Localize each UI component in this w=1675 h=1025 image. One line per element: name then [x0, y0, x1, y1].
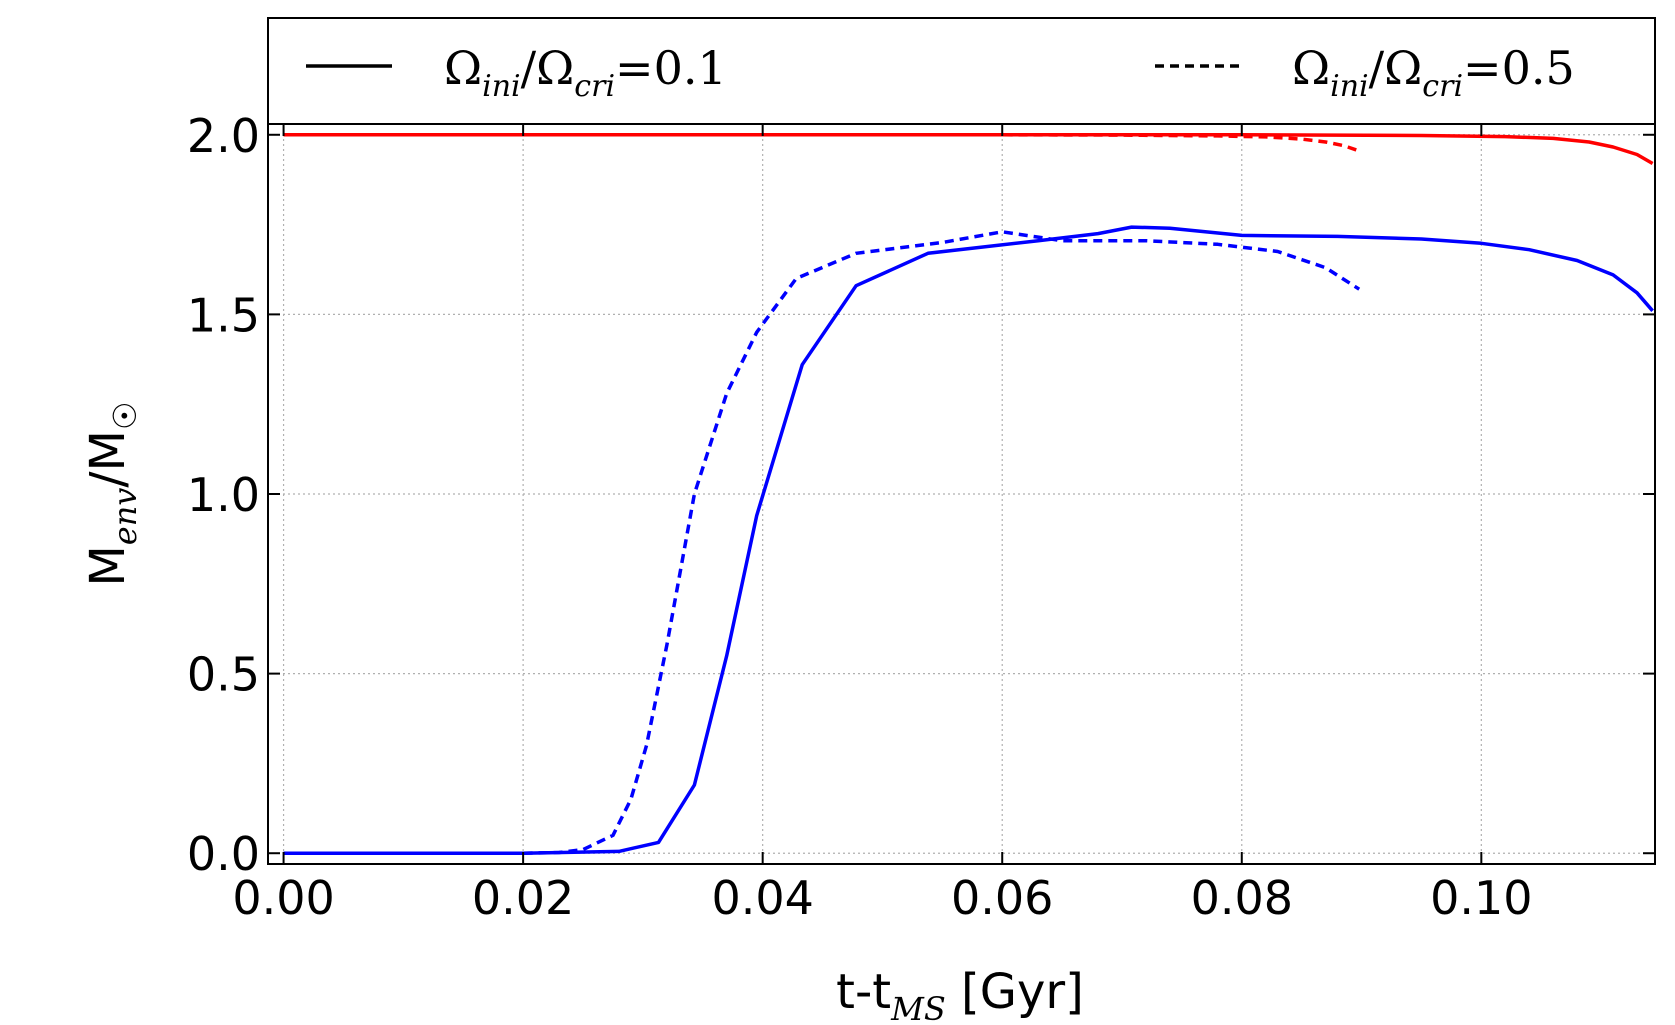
plot-frame: [267, 123, 1656, 865]
y-axis-label: Menv/M☉: [80, 401, 144, 586]
blue-solid-series-line: [283, 225, 1654, 855]
red-solid-series-line: [283, 133, 1654, 166]
x-tick-label: 0.02: [472, 871, 574, 925]
x-tick-label: 0.04: [711, 871, 813, 925]
blue-dashed-series-line: [283, 230, 1361, 855]
x-tick-label: 0.00: [232, 871, 334, 925]
x-tick-label: 0.06: [951, 871, 1053, 925]
red-dashed-series-line: [283, 133, 1360, 153]
y-tick-label: 1.0: [187, 468, 260, 522]
y-tick-label: 0.5: [187, 648, 260, 702]
y-tick-label: 2.0: [187, 109, 260, 163]
series-lines: [283, 133, 1654, 855]
legend-label-solid: Ωini/Ωcri=0.1: [444, 41, 727, 104]
x-axis-label: t-tMS [Gyr]: [836, 964, 1084, 1025]
legend: Ωini/Ωcri=0.1 Ωini/Ωcri=0.5: [267, 17, 1656, 125]
grid: [268, 124, 1655, 864]
y-tick-label: 1.5: [187, 288, 260, 342]
y-tick-label: 0.0: [187, 827, 260, 881]
axis-ticks: 0.00 0.02 0.04 0.06 0.08 0.10 0.0 0.5 1.0 1.5 2.0: [187, 109, 1655, 925]
x-tick-label: 0.10: [1430, 871, 1532, 925]
x-tick-label: 0.08: [1191, 871, 1293, 925]
legend-box: [267, 17, 1656, 125]
